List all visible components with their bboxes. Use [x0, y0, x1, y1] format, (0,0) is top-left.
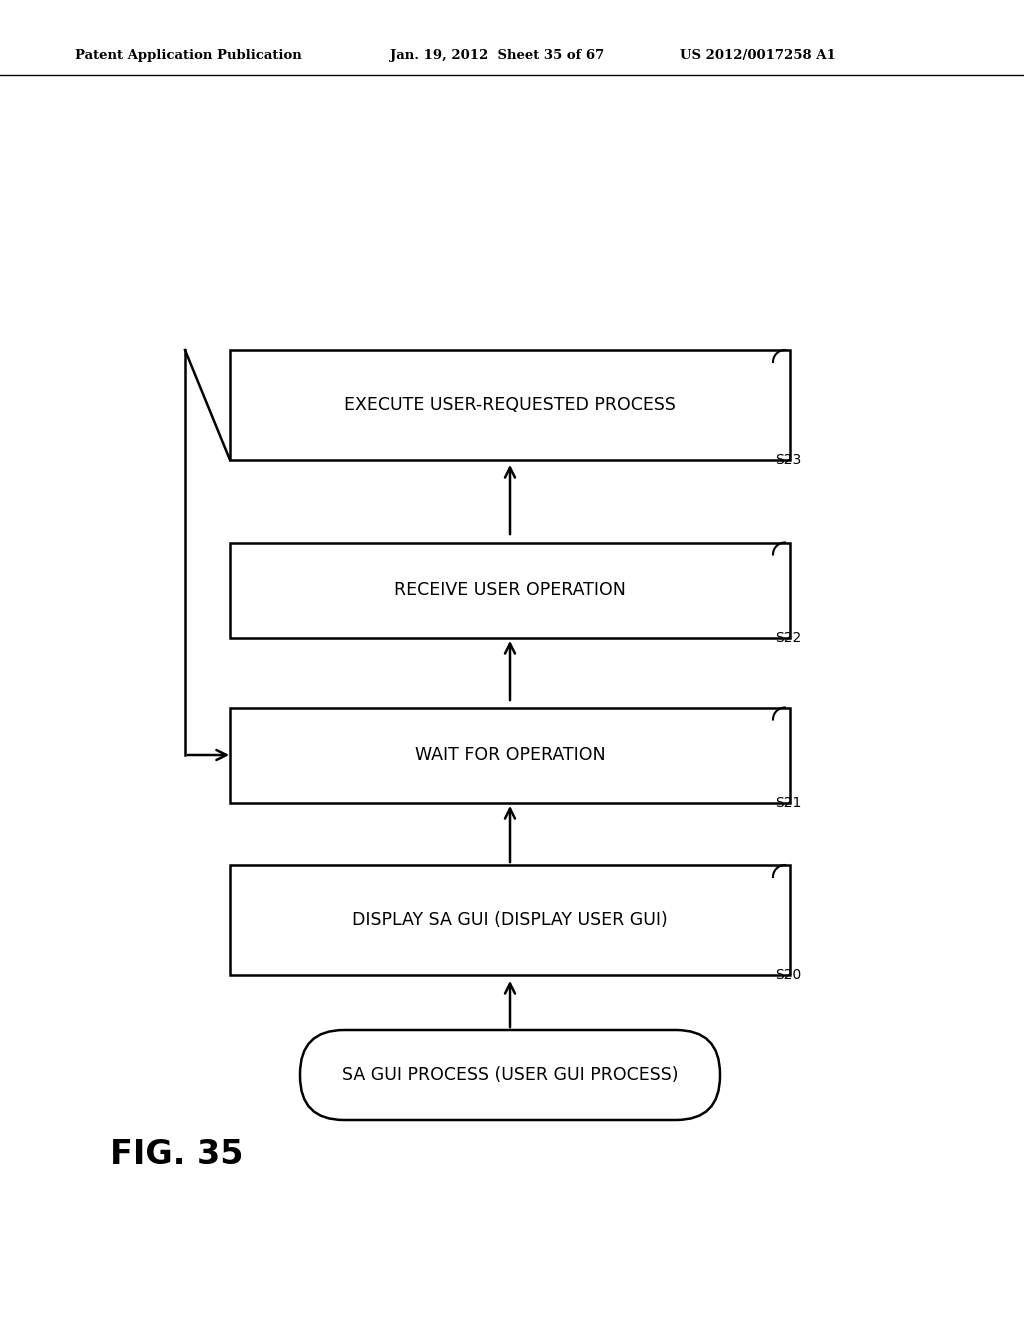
FancyBboxPatch shape: [230, 865, 790, 975]
FancyBboxPatch shape: [300, 1030, 720, 1119]
Text: EXECUTE USER-REQUESTED PROCESS: EXECUTE USER-REQUESTED PROCESS: [344, 396, 676, 414]
FancyBboxPatch shape: [230, 350, 790, 459]
FancyBboxPatch shape: [230, 543, 790, 638]
Text: S20: S20: [775, 968, 801, 982]
Text: RECEIVE USER OPERATION: RECEIVE USER OPERATION: [394, 581, 626, 599]
FancyBboxPatch shape: [230, 708, 790, 803]
Text: SA GUI PROCESS (USER GUI PROCESS): SA GUI PROCESS (USER GUI PROCESS): [342, 1067, 678, 1084]
Text: WAIT FOR OPERATION: WAIT FOR OPERATION: [415, 746, 605, 764]
Text: S21: S21: [775, 796, 802, 810]
Text: US 2012/0017258 A1: US 2012/0017258 A1: [680, 49, 836, 62]
Text: S22: S22: [775, 631, 801, 645]
Text: Patent Application Publication: Patent Application Publication: [75, 49, 302, 62]
Text: FIG. 35: FIG. 35: [110, 1138, 244, 1172]
Text: DISPLAY SA GUI (DISPLAY USER GUI): DISPLAY SA GUI (DISPLAY USER GUI): [352, 911, 668, 929]
Text: Jan. 19, 2012  Sheet 35 of 67: Jan. 19, 2012 Sheet 35 of 67: [390, 49, 604, 62]
Text: S23: S23: [775, 453, 801, 467]
